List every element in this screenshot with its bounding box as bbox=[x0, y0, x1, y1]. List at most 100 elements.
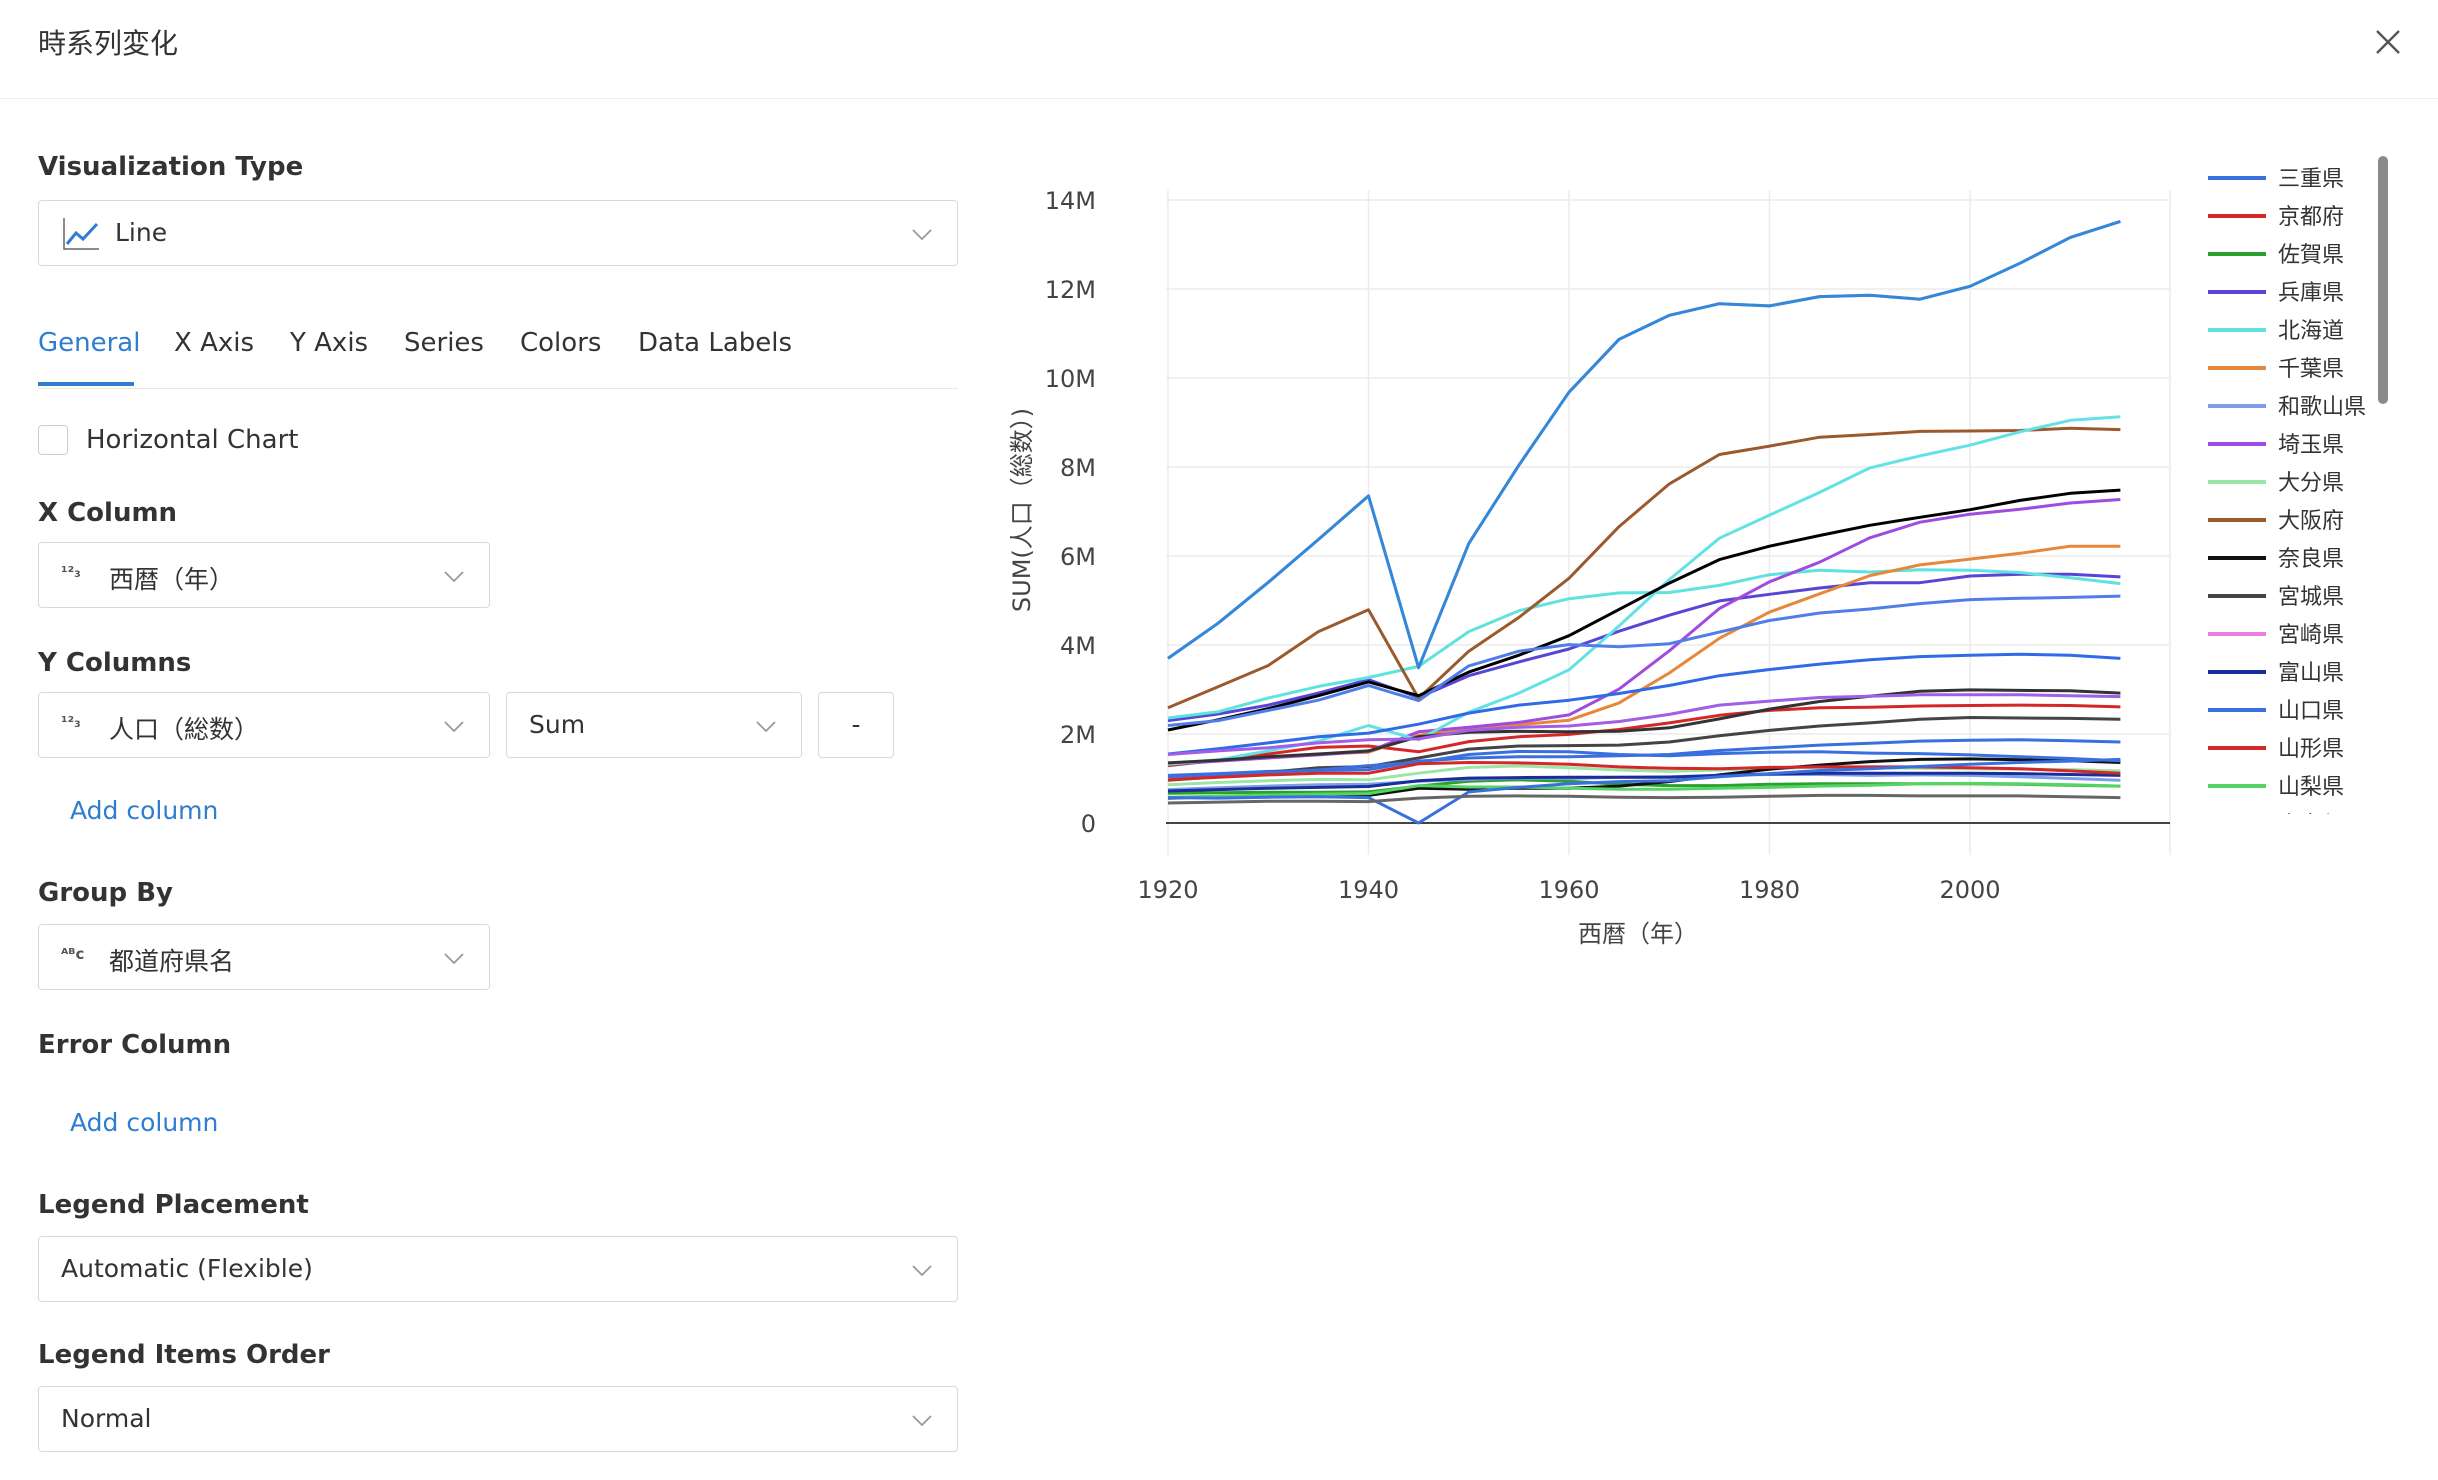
x-column-value: 西暦（年） bbox=[109, 565, 235, 594]
series-line bbox=[1167, 749, 2121, 779]
legend-placement-label: Legend Placement bbox=[38, 1190, 309, 1220]
legend-item-label[interactable]: 福岡県 bbox=[2278, 927, 2344, 952]
legend-item-label[interactable]: 宮城県 bbox=[2278, 585, 2344, 610]
x-tick-label: 2000 bbox=[1939, 876, 2000, 904]
legend-placement-select[interactable]: Automatic (Flexible) bbox=[38, 1236, 958, 1302]
series-line bbox=[1167, 781, 2121, 799]
x-column-select[interactable]: ¹²₃ 西暦（年） bbox=[38, 542, 490, 608]
group-by-value: 都道府県名 bbox=[109, 947, 235, 976]
series-line bbox=[1167, 415, 2121, 766]
legend-item-label[interactable]: 大阪府 bbox=[2278, 509, 2344, 534]
legend-item-label[interactable]: 愛知県 bbox=[2278, 889, 2344, 914]
visualization-type-select[interactable]: Line bbox=[38, 200, 958, 266]
line-chart: 0 2M 4M 6M 8M 10M 12M 14M 1920 1940 1960 1980 2000 西暦… bbox=[1008, 167, 2366, 952]
chevron-down-icon bbox=[444, 571, 464, 583]
series-line bbox=[1167, 498, 2121, 766]
tab-general[interactable]: General bbox=[38, 328, 141, 358]
legend-item-label[interactable]: 山形県 bbox=[2278, 737, 2344, 762]
horizontal-chart-checkbox[interactable] bbox=[38, 425, 68, 455]
x-column-label: X Column bbox=[38, 498, 178, 528]
horizontal-chart-label: Horizontal Chart bbox=[86, 425, 299, 455]
legend-item-label[interactable]: 三重県 bbox=[2278, 167, 2344, 192]
tab-x-axis[interactable]: X Axis bbox=[174, 328, 255, 358]
series-line bbox=[1167, 761, 2121, 782]
series-line bbox=[1167, 594, 2121, 727]
legend-item-label[interactable]: 兵庫県 bbox=[2278, 281, 2344, 306]
series-line bbox=[1167, 757, 2121, 825]
legend-item-label[interactable]: 佐賀県 bbox=[2278, 243, 2344, 268]
series-line bbox=[1167, 426, 2121, 710]
series-line bbox=[1167, 488, 2121, 732]
y-tick-label: 14M bbox=[1045, 187, 1096, 215]
legend-item-label[interactable]: 東京都 bbox=[2278, 813, 2344, 838]
legend-item-label[interactable]: 山口県 bbox=[2278, 699, 2344, 724]
group-by-label: Group By bbox=[38, 878, 173, 908]
tab-y-axis[interactable]: Y Axis bbox=[290, 328, 369, 358]
modal-title: 時系列変化 bbox=[38, 27, 179, 60]
series-line bbox=[1167, 568, 2121, 720]
legend-scrollbar[interactable] bbox=[2378, 156, 2388, 404]
legend-items-order-select[interactable]: Normal bbox=[38, 1386, 958, 1452]
chevron-down-icon bbox=[912, 229, 932, 241]
legend: 三重県京都府佐賀県兵庫県北海道千葉県和歌山県埼玉県大分県大阪府奈良県宮城県宮崎県… bbox=[2208, 167, 2366, 952]
x-tick-label: 1920 bbox=[1137, 876, 1198, 904]
add-error-column-button[interactable]: Add column bbox=[70, 1108, 219, 1137]
legend-items-order-label: Legend Items Order bbox=[38, 1340, 330, 1370]
numeric-type-icon: ¹²₃ bbox=[61, 713, 81, 731]
y-tick-label: 8M bbox=[1060, 454, 1096, 482]
settings-tabs: General X Axis Y Axis Series Colors Data… bbox=[38, 316, 958, 389]
y-tick-label: 12M bbox=[1045, 276, 1096, 304]
legend-item-label[interactable]: 大分県 bbox=[2278, 471, 2344, 496]
y-column-select[interactable]: ¹²₃ 人口（総数） bbox=[38, 692, 490, 758]
y-columns-label: Y Columns bbox=[38, 648, 192, 678]
legend-items-order-value: Normal bbox=[61, 1404, 152, 1433]
series-line bbox=[1167, 688, 2121, 765]
legend-item-label[interactable]: 宮崎県 bbox=[2278, 623, 2344, 648]
y-tick-label: 6M bbox=[1060, 543, 1096, 571]
close-icon[interactable] bbox=[2368, 22, 2408, 62]
group-by-select[interactable]: ᴬᴮc 都道府県名 bbox=[38, 924, 490, 990]
tab-series[interactable]: Series bbox=[404, 328, 484, 358]
chevron-down-icon bbox=[756, 721, 776, 733]
y-tick-label: 4M bbox=[1060, 632, 1096, 660]
remove-y-column-button[interactable]: - bbox=[818, 692, 894, 758]
aggregation-value: Sum bbox=[529, 710, 586, 739]
tab-colors[interactable]: Colors bbox=[520, 328, 602, 358]
legend-item-label[interactable]: 和歌山県 bbox=[2278, 395, 2366, 420]
legend-item-label[interactable]: 埼玉県 bbox=[2278, 433, 2344, 458]
aggregation-select[interactable]: Sum bbox=[506, 692, 802, 758]
legend-item-label[interactable]: 京都府 bbox=[2278, 205, 2344, 230]
x-tick-label: 1980 bbox=[1739, 876, 1800, 904]
legend-item-label[interactable]: 神奈川県 bbox=[2278, 851, 2366, 876]
line-chart-icon bbox=[61, 216, 101, 252]
add-y-column-button[interactable]: Add column bbox=[70, 796, 219, 825]
series-line bbox=[1167, 693, 2121, 756]
series-line bbox=[1167, 703, 2121, 768]
legend-item-label[interactable]: 奈良県 bbox=[2278, 547, 2344, 572]
numeric-type-icon: ¹²₃ bbox=[61, 563, 81, 581]
legend-item-label[interactable]: 山梨県 bbox=[2278, 775, 2344, 800]
x-axis-title: 西暦（年） bbox=[1578, 920, 1698, 948]
chevron-down-icon bbox=[444, 721, 464, 733]
legend-item-label[interactable]: 富山県 bbox=[2278, 661, 2344, 686]
y-tick-label: 2M bbox=[1060, 721, 1096, 749]
series-line bbox=[1167, 771, 2121, 793]
series-line bbox=[1167, 793, 2121, 805]
series-line bbox=[1167, 572, 2121, 723]
y-tick-label: 0 bbox=[1081, 810, 1096, 838]
legend-item-label[interactable]: 北海道 bbox=[2278, 319, 2344, 344]
chevron-down-icon bbox=[912, 1265, 932, 1277]
chevron-down-icon bbox=[444, 953, 464, 965]
text-type-icon: ᴬᴮc bbox=[61, 945, 85, 963]
chevron-down-icon bbox=[912, 1415, 932, 1427]
active-tab-indicator bbox=[38, 382, 134, 386]
y-axis-title: SUM(人口（総数）) bbox=[1008, 408, 1036, 612]
tab-data-labels[interactable]: Data Labels bbox=[638, 328, 793, 358]
x-tick-label: 1940 bbox=[1338, 876, 1399, 904]
legend-placement-value: Automatic (Flexible) bbox=[61, 1254, 313, 1283]
legend-item-label[interactable]: 千葉県 bbox=[2278, 357, 2344, 382]
error-column-label: Error Column bbox=[38, 1030, 232, 1060]
series-line bbox=[1167, 716, 2121, 782]
modal-header: 時系列変化 bbox=[0, 0, 2438, 99]
series-line bbox=[1167, 652, 2121, 756]
